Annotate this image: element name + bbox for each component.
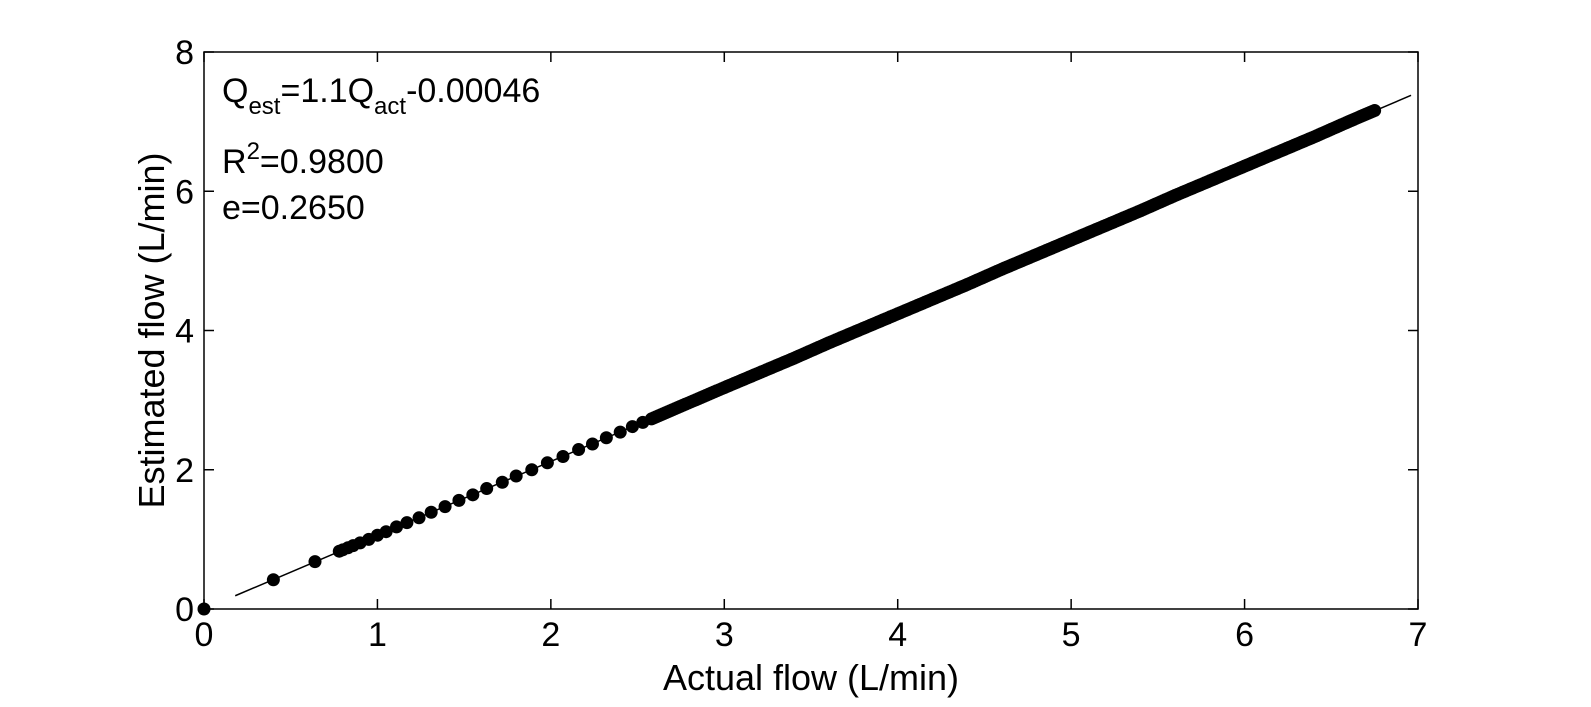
- r2-tail: =0.9800: [260, 143, 384, 181]
- r2-sup: 2: [247, 138, 260, 165]
- eq-tail: -0.00046: [406, 72, 540, 110]
- fit-line: [234, 94, 1412, 597]
- y-axis-title: Estimated flow (L/min): [131, 152, 172, 508]
- y-tick-label: 0: [175, 591, 194, 629]
- y-tick-label: 6: [175, 173, 194, 211]
- fit-equation-annotation: Qest=1.1Qact-0.00046: [222, 72, 540, 120]
- eq-sub-est: est: [248, 93, 280, 120]
- eq-q: Q: [222, 72, 248, 110]
- x-axis-ticks: 0 1 2 3 4 5 6 7: [195, 52, 1428, 654]
- r-squared-annotation: R2=0.9800: [222, 138, 384, 181]
- y-axis-ticks: 0 2 4 6 8: [175, 34, 1418, 629]
- y-tick-label: 8: [175, 34, 194, 72]
- y-tick-label: 2: [175, 452, 194, 490]
- x-tick-label: 1: [368, 616, 387, 654]
- x-tick-label: 6: [1235, 616, 1254, 654]
- x-tick-label: 7: [1409, 616, 1428, 654]
- error-annotation: e=0.2650: [222, 189, 365, 227]
- x-tick-label: 2: [541, 616, 560, 654]
- x-tick-label: 3: [715, 616, 734, 654]
- y-tick-label: 4: [175, 313, 194, 351]
- eq-mid: =1.1Q: [280, 72, 374, 110]
- r2-r: R: [222, 143, 247, 181]
- x-axis-title: Actual flow (L/min): [663, 657, 959, 698]
- x-tick-label: 0: [195, 616, 214, 654]
- eq-sub-act: act: [374, 93, 406, 120]
- x-tick-label: 4: [888, 616, 907, 654]
- x-tick-label: 5: [1062, 616, 1081, 654]
- fit-line-layer: [234, 94, 1412, 597]
